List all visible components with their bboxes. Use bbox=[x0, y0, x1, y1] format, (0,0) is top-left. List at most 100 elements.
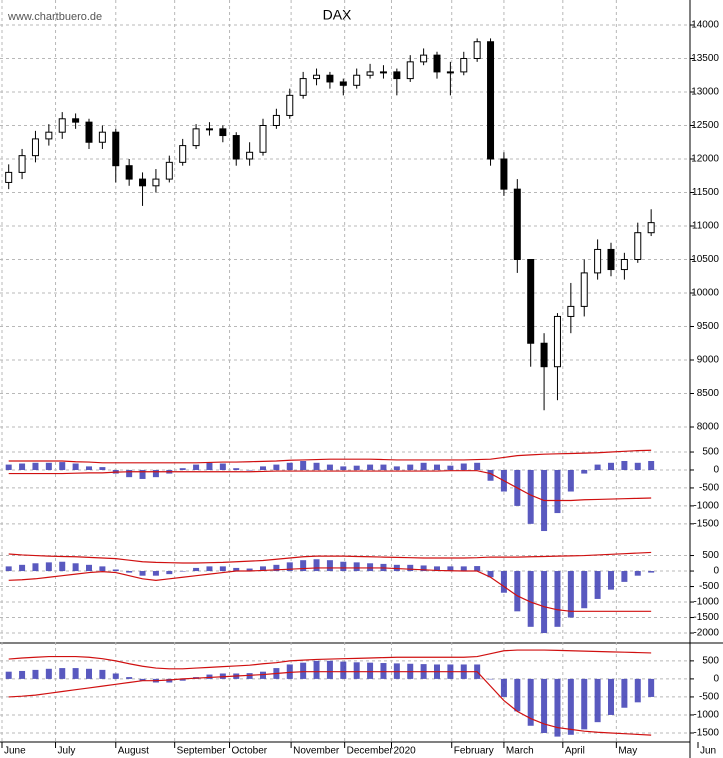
histogram-bar bbox=[246, 673, 253, 679]
histogram-bar bbox=[634, 462, 641, 470]
histogram-bar bbox=[139, 469, 146, 479]
candle-body bbox=[473, 41, 481, 59]
histogram-bar bbox=[313, 660, 320, 679]
histogram-bar bbox=[353, 562, 360, 572]
candle-body bbox=[259, 124, 267, 153]
histogram-bar bbox=[233, 468, 240, 470]
histogram-bar bbox=[594, 464, 601, 470]
histogram-bar bbox=[99, 566, 106, 572]
y-tick-label: 0 bbox=[713, 674, 719, 685]
histogram-bar bbox=[487, 571, 494, 578]
histogram-bar bbox=[86, 564, 92, 572]
histogram-bar bbox=[179, 571, 186, 572]
candle-body bbox=[165, 161, 173, 180]
histogram-bar bbox=[300, 461, 307, 470]
y-tick-label: 10000 bbox=[691, 288, 719, 299]
histogram-bar bbox=[447, 566, 454, 572]
histogram-bar bbox=[326, 660, 333, 679]
candle-body bbox=[420, 54, 428, 63]
histogram-bar bbox=[567, 678, 574, 735]
candle-body bbox=[406, 61, 414, 80]
candle-body bbox=[460, 57, 468, 73]
histogram-bar bbox=[527, 678, 534, 726]
y-tick-label: 9000 bbox=[697, 355, 720, 366]
histogram-bar bbox=[434, 566, 440, 572]
y-tick-label: 13000 bbox=[691, 87, 719, 98]
x-tick-label: February bbox=[454, 746, 494, 757]
x-tick-label: August bbox=[118, 746, 149, 757]
histogram-bar bbox=[326, 560, 333, 572]
histogram-bar bbox=[59, 668, 66, 679]
histogram-bar bbox=[99, 467, 106, 470]
histogram-bar bbox=[648, 571, 655, 573]
histogram-bar bbox=[152, 571, 159, 576]
y-tick-label: 9500 bbox=[697, 321, 720, 332]
histogram-bar bbox=[59, 561, 66, 572]
histogram-bar bbox=[487, 678, 494, 680]
histogram-bar bbox=[594, 678, 601, 723]
histogram-bar bbox=[514, 678, 521, 712]
candle-body bbox=[112, 131, 120, 167]
chart-title: DAX bbox=[323, 7, 352, 23]
histogram-bar bbox=[246, 469, 253, 471]
histogram-bar bbox=[206, 566, 213, 572]
histogram-bar bbox=[340, 661, 347, 679]
candle-body bbox=[433, 54, 441, 73]
candle-body bbox=[286, 94, 294, 116]
histogram-bar bbox=[19, 564, 26, 572]
histogram-bar bbox=[72, 563, 79, 572]
band-line bbox=[8, 551, 652, 564]
histogram-bar bbox=[514, 571, 521, 612]
band-line bbox=[8, 470, 652, 502]
histogram-bar bbox=[608, 462, 614, 470]
histogram-bar bbox=[5, 671, 12, 679]
histogram-bar bbox=[32, 669, 39, 679]
histogram-bar bbox=[300, 662, 307, 679]
x-tick-label: June bbox=[4, 746, 26, 757]
y-tick-label: 12500 bbox=[691, 120, 719, 131]
y-tick-label: -1500 bbox=[693, 518, 719, 529]
histogram-bar bbox=[193, 567, 200, 572]
candle-body bbox=[594, 248, 602, 274]
histogram-bar bbox=[648, 461, 655, 470]
histogram-bar bbox=[112, 569, 119, 572]
histogram-bar bbox=[567, 469, 574, 492]
candle-body bbox=[152, 178, 160, 187]
histogram-bar bbox=[45, 562, 52, 572]
band-line bbox=[8, 449, 652, 464]
y-tick-label: 0 bbox=[713, 465, 719, 476]
band-line bbox=[8, 567, 652, 612]
histogram-bar bbox=[139, 678, 146, 681]
histogram-bar bbox=[460, 566, 467, 572]
x-tick-label: November bbox=[293, 746, 340, 757]
y-tick-label: 13500 bbox=[691, 53, 719, 64]
histogram-bar bbox=[353, 662, 360, 679]
histogram-bar bbox=[206, 674, 213, 679]
histogram-bar bbox=[594, 571, 601, 599]
histogram-bar bbox=[621, 461, 628, 470]
y-tick-label: 10500 bbox=[691, 254, 719, 265]
y-tick-label: 0 bbox=[713, 566, 719, 577]
histogram-bar bbox=[581, 469, 588, 474]
histogram-bar bbox=[86, 668, 92, 679]
candle-body bbox=[353, 74, 361, 86]
histogram-bar bbox=[19, 670, 26, 679]
candle-body bbox=[72, 118, 80, 123]
candle-body bbox=[58, 118, 66, 133]
histogram-bar bbox=[581, 678, 588, 730]
histogram-bar bbox=[581, 571, 588, 609]
histogram-bar bbox=[326, 464, 333, 470]
histogram-bar bbox=[86, 466, 92, 470]
histogram-bar bbox=[634, 571, 641, 576]
candle-body bbox=[540, 342, 548, 368]
histogram-bar bbox=[541, 678, 548, 733]
candle-body bbox=[18, 155, 26, 173]
histogram-bar bbox=[621, 571, 628, 582]
histogram-bar bbox=[541, 571, 548, 634]
candle-body bbox=[85, 121, 93, 143]
histogram-bar bbox=[72, 463, 79, 470]
histogram-bar bbox=[554, 469, 561, 514]
histogram-bar bbox=[460, 463, 467, 470]
histogram-bar bbox=[393, 564, 400, 572]
y-tick-label: -1000 bbox=[693, 501, 719, 512]
